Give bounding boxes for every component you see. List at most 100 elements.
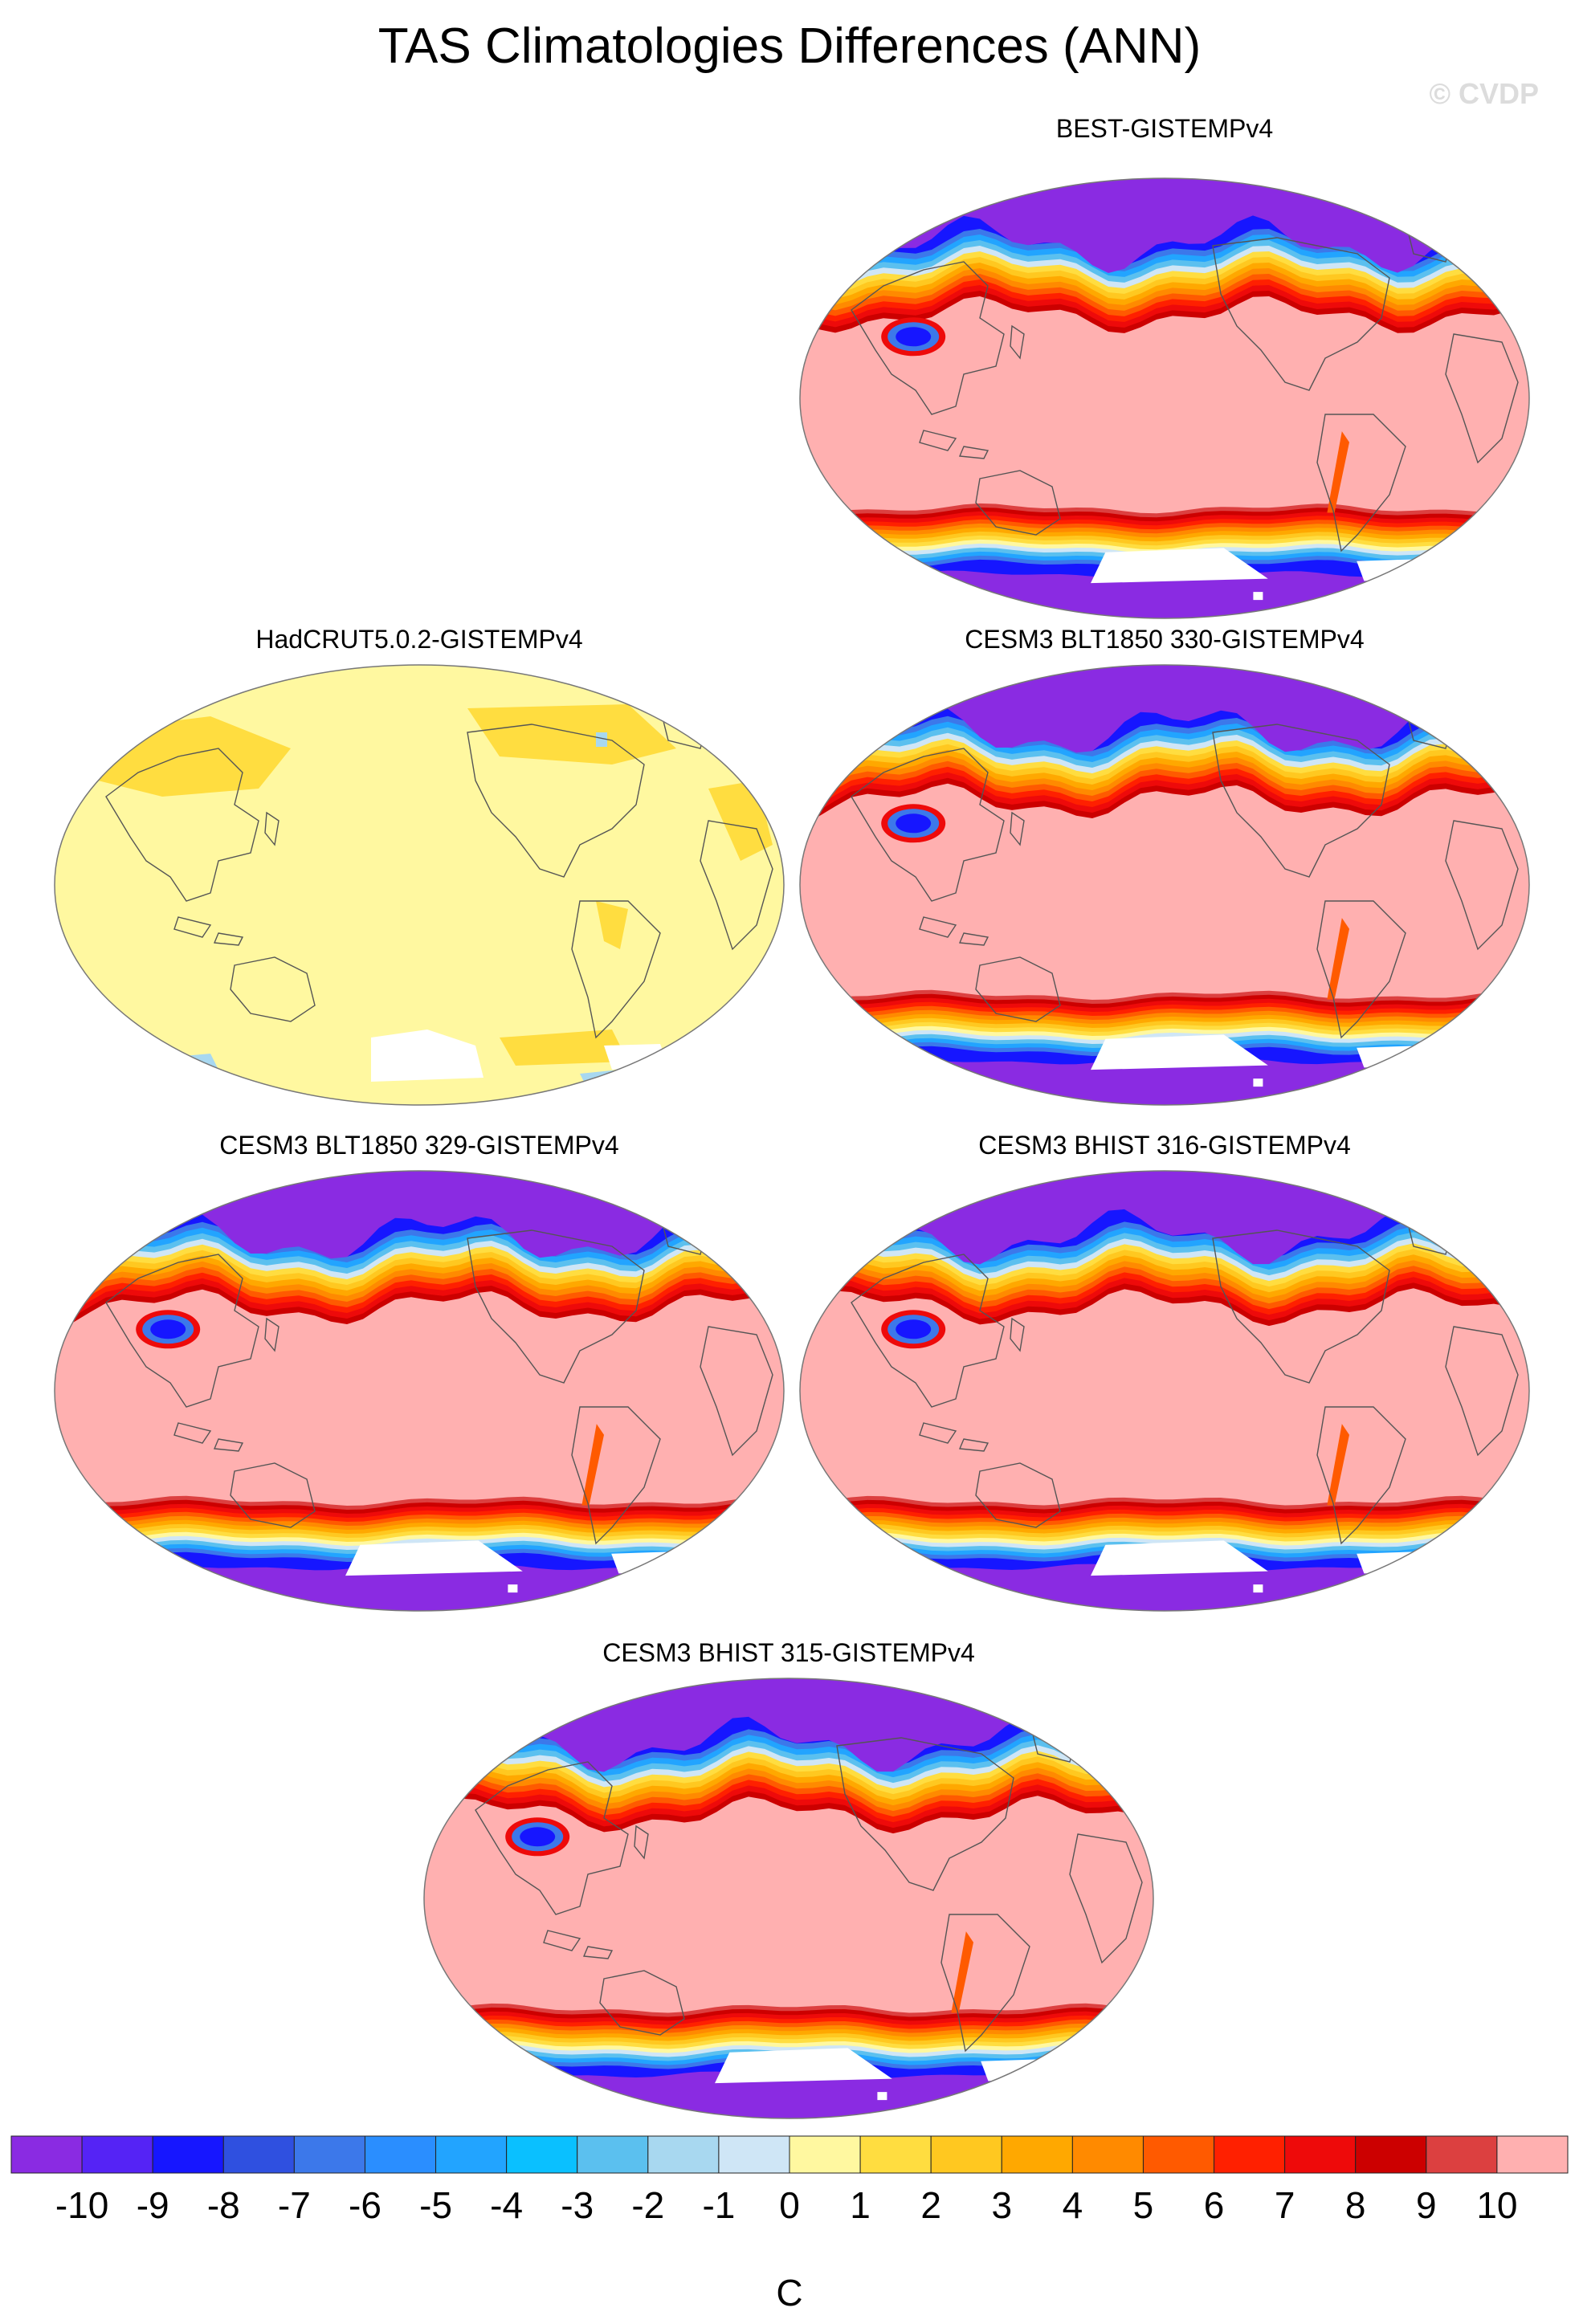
andes-streak: [1327, 918, 1349, 1000]
panel-title-hadcrut: HadCRUT5.0.2-GISTEMPv4: [255, 625, 583, 654]
cool-patch: [122, 1054, 226, 1094]
colorbar-tick-label: 5: [1133, 2184, 1154, 2226]
coastline: [1069, 1833, 1143, 1964]
map-bhist315: [423, 1678, 1154, 2119]
missing-data: [1091, 1034, 1268, 1070]
coastline: [105, 1254, 259, 1408]
missing-data: [877, 2092, 887, 2101]
colorbar-box: [577, 2135, 649, 2174]
colorbar-box: [10, 2135, 83, 2174]
andes-streak: [1327, 1424, 1349, 1506]
coastline: [213, 1438, 244, 1452]
colorbar-tick-label: 1: [850, 2184, 871, 2226]
coastline: [264, 811, 279, 846]
map-outline: [54, 664, 785, 1106]
tibet-core: [896, 1319, 932, 1339]
coastline: [1445, 820, 1519, 951]
missing-data: [715, 2048, 892, 2084]
coastline: [940, 1914, 1030, 2053]
colorbar-tick-label: -1: [702, 2184, 735, 2226]
colorbar-tick-label: -3: [561, 2184, 594, 2226]
map-outline: [423, 1678, 1154, 2119]
figure-title: TAS Climatologies Differences (ANN): [377, 18, 1202, 74]
coastline: [1212, 1229, 1390, 1384]
colorbar-tick-label: 10: [1476, 2184, 1517, 2226]
panel-title-bhist315: CESM3 BHIST 315-GISTEMPv4: [602, 1638, 975, 1667]
missing-data: [604, 1044, 668, 1070]
colorbar-box: [859, 2135, 932, 2174]
panel-title-blt330: CESM3 BLT1850 330-GISTEMPv4: [965, 625, 1365, 654]
coastline: [230, 956, 316, 1022]
coastlines: [851, 221, 1519, 552]
colorbar-tick-label: 6: [1204, 2184, 1225, 2226]
coastline: [975, 470, 1061, 536]
colorbar-tick-label: 4: [1063, 2184, 1083, 2226]
tibet-core: [150, 1319, 186, 1339]
colorbar-tick-label: -7: [278, 2184, 311, 2226]
coastline: [467, 1229, 645, 1384]
coastline: [571, 1406, 661, 1545]
coastline: [1010, 324, 1025, 360]
coastline: [1212, 237, 1390, 391]
andes-streak: [1327, 431, 1349, 513]
colorbar-box: [1071, 2135, 1144, 2174]
tibet-core: [520, 1827, 556, 1847]
coastline: [919, 430, 957, 451]
coastline: [1316, 1406, 1406, 1545]
coastline: [1010, 1317, 1025, 1352]
colorbar-box: [435, 2135, 508, 2174]
coastline: [582, 1946, 614, 1959]
coastline: [851, 1254, 1005, 1408]
colorbar-box: [1214, 2135, 1286, 2174]
map-best: [799, 177, 1530, 619]
colorbar-box: [1001, 2135, 1073, 2174]
warm-patch: [596, 901, 628, 949]
coastline: [851, 748, 1005, 902]
colorbar-tick-label: 2: [920, 2184, 941, 2226]
coastline: [543, 1930, 581, 1951]
coastline: [105, 748, 259, 902]
coastlines: [475, 1721, 1143, 2053]
colorbar-tick-label: -10: [55, 2184, 108, 2226]
coastline: [634, 1825, 649, 1860]
colorbar-tick-label: 3: [991, 2184, 1012, 2226]
colorbar-box: [789, 2135, 861, 2174]
map-blt330: [799, 664, 1530, 1106]
coastline: [958, 932, 989, 946]
coastline: [919, 916, 957, 938]
missing-data: [371, 1029, 483, 1082]
missing-data: [345, 1540, 523, 1576]
warm-patch: [500, 1029, 628, 1066]
coastline: [919, 1422, 957, 1444]
colorbar-tick-label: 7: [1275, 2184, 1295, 2226]
coastlines: [851, 1213, 1519, 1545]
map-outline: [54, 1170, 785, 1612]
colorbar-labels: -10 -9 -8 -7 -6 -5 -4 -3 -2 -1 0 1 2 3 4 5 6 7 8 9 10: [55, 2184, 1518, 2226]
coastline: [1010, 811, 1025, 846]
colorbar-boxes: [10, 2135, 1569, 2174]
missing-data: [508, 1584, 518, 1593]
coastline: [213, 932, 244, 946]
colorbar-tick-label: -2: [631, 2184, 664, 2226]
colorbar-tick-label: -4: [490, 2184, 523, 2226]
cool-patch: [596, 732, 607, 747]
cvdp-watermark: © CVDP: [1429, 77, 1539, 110]
coastline: [230, 1462, 316, 1528]
coastline: [958, 1438, 989, 1452]
colorbar-tick-label: -6: [349, 2184, 381, 2226]
missing-data: [1253, 1584, 1263, 1593]
colorbar-tick-label: 9: [1416, 2184, 1437, 2226]
tibet-core: [896, 813, 932, 834]
coastline: [700, 820, 773, 951]
coastline: [851, 261, 1005, 415]
coastline: [467, 724, 645, 878]
colorbar-box: [1355, 2135, 1427, 2174]
coastline: [1316, 900, 1406, 1039]
andes-streak: [581, 1424, 604, 1506]
missing-data: [1091, 1540, 1268, 1576]
colorbar-box: [718, 2135, 790, 2174]
map-outline: [799, 664, 1530, 1106]
coastline: [1445, 333, 1519, 464]
coastline: [958, 446, 989, 459]
colorbar-box: [293, 2135, 365, 2174]
